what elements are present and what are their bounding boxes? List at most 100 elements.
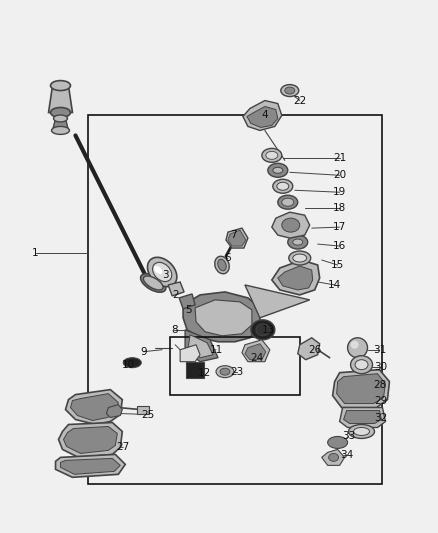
Ellipse shape [220, 368, 230, 375]
Ellipse shape [278, 195, 298, 209]
Ellipse shape [154, 266, 162, 274]
Ellipse shape [53, 115, 67, 122]
Ellipse shape [143, 276, 163, 290]
Bar [170, 337, 300, 394]
Polygon shape [168, 282, 184, 296]
Ellipse shape [328, 437, 348, 448]
Polygon shape [66, 390, 122, 424]
Ellipse shape [277, 182, 289, 190]
Polygon shape [183, 292, 260, 342]
Text: 18: 18 [333, 203, 346, 213]
Polygon shape [245, 344, 266, 360]
Text: 25: 25 [141, 409, 155, 419]
Polygon shape [59, 423, 122, 457]
Polygon shape [343, 410, 381, 424]
Ellipse shape [218, 259, 226, 271]
Polygon shape [180, 345, 200, 362]
Polygon shape [106, 405, 122, 417]
Polygon shape [228, 230, 246, 246]
Ellipse shape [289, 251, 311, 265]
Ellipse shape [293, 254, 307, 262]
Polygon shape [278, 266, 313, 290]
Polygon shape [179, 294, 195, 309]
Text: 31: 31 [373, 345, 386, 355]
Ellipse shape [285, 87, 295, 94]
Text: 20: 20 [333, 170, 346, 180]
Polygon shape [298, 338, 320, 360]
Text: 8: 8 [171, 325, 177, 335]
Polygon shape [321, 449, 345, 465]
Text: 23: 23 [230, 367, 244, 377]
Text: 28: 28 [373, 379, 386, 390]
Text: 12: 12 [198, 368, 211, 378]
Ellipse shape [251, 320, 275, 340]
Text: 16: 16 [333, 241, 346, 251]
Polygon shape [242, 340, 270, 362]
Text: 9: 9 [140, 347, 147, 357]
Ellipse shape [349, 424, 374, 439]
Polygon shape [185, 330, 218, 362]
Ellipse shape [152, 262, 172, 281]
Ellipse shape [355, 360, 368, 370]
Ellipse shape [266, 151, 278, 159]
Ellipse shape [216, 366, 234, 378]
Circle shape [350, 341, 359, 349]
Text: 17: 17 [333, 222, 346, 232]
Polygon shape [60, 458, 120, 474]
Text: 14: 14 [328, 280, 341, 290]
Text: 32: 32 [374, 413, 387, 423]
Ellipse shape [52, 126, 70, 134]
Ellipse shape [262, 148, 282, 163]
Text: 29: 29 [374, 395, 387, 406]
Polygon shape [56, 455, 125, 478]
Polygon shape [272, 260, 320, 295]
Circle shape [348, 338, 367, 358]
Polygon shape [188, 335, 213, 358]
Text: 27: 27 [117, 442, 130, 453]
Text: 24: 24 [250, 353, 264, 363]
Ellipse shape [141, 274, 166, 292]
Polygon shape [49, 86, 72, 112]
Ellipse shape [288, 235, 308, 249]
Text: 1: 1 [32, 248, 39, 258]
Ellipse shape [273, 167, 283, 173]
Ellipse shape [215, 256, 229, 274]
Ellipse shape [256, 324, 270, 336]
Polygon shape [243, 101, 282, 131]
Text: 26: 26 [308, 345, 321, 355]
Ellipse shape [350, 356, 372, 374]
Bar [88, 116, 382, 484]
Polygon shape [332, 370, 389, 408]
Text: 2: 2 [172, 290, 178, 300]
Ellipse shape [293, 239, 303, 245]
Ellipse shape [268, 163, 288, 177]
Text: 30: 30 [374, 362, 387, 372]
Text: 34: 34 [340, 450, 353, 461]
Polygon shape [195, 300, 252, 336]
Text: 13: 13 [262, 325, 276, 335]
Text: 7: 7 [230, 230, 236, 240]
Text: 15: 15 [331, 260, 344, 270]
Polygon shape [71, 393, 118, 421]
Polygon shape [339, 408, 385, 427]
Ellipse shape [148, 257, 177, 287]
Text: 19: 19 [333, 187, 346, 197]
Polygon shape [64, 426, 117, 454]
Ellipse shape [328, 454, 339, 462]
Text: 6: 6 [225, 253, 231, 263]
Text: 5: 5 [185, 305, 191, 315]
Text: 4: 4 [261, 110, 268, 120]
Text: 33: 33 [342, 431, 355, 441]
Text: 21: 21 [333, 154, 346, 163]
Text: 11: 11 [209, 345, 223, 355]
Polygon shape [226, 228, 248, 248]
Ellipse shape [50, 80, 71, 91]
Ellipse shape [50, 108, 71, 117]
Ellipse shape [281, 85, 299, 96]
Ellipse shape [353, 427, 370, 435]
Polygon shape [337, 374, 385, 403]
Polygon shape [245, 285, 310, 318]
Text: 3: 3 [162, 270, 169, 280]
Ellipse shape [273, 179, 293, 193]
Text: 10: 10 [122, 360, 135, 370]
